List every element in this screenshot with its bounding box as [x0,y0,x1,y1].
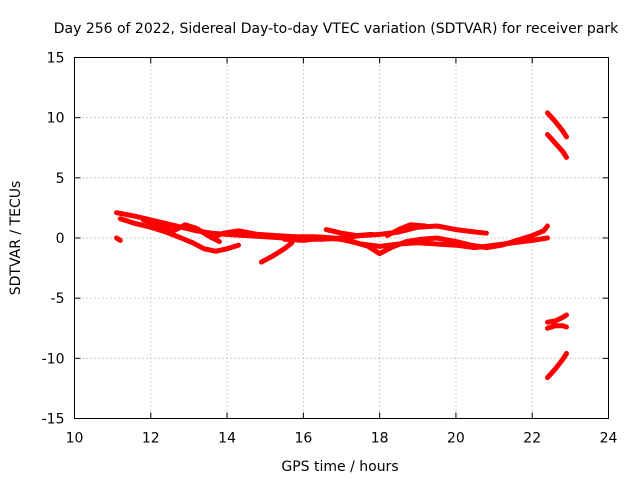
x-tick-label: 20 [447,431,465,447]
x-axis-label: GPS time / hours [281,459,398,475]
series-layer [114,110,569,381]
series-arc-f [258,240,295,265]
series-arc-g [281,235,550,251]
x-tick-label: 14 [218,431,236,447]
series-arc-d [140,217,222,245]
x-tick-label: 24 [600,431,618,447]
y-tick-label: -10 [42,351,65,367]
series-arc-a [114,235,123,243]
x-tick-label: 22 [523,431,541,447]
series-arc-l [545,312,569,325]
x-tick-label: 16 [294,431,312,447]
y-tick-label: 10 [47,111,65,127]
x-tick-label: 10 [66,431,84,447]
y-tick-label: -15 [42,412,65,428]
y-axis-label: SDTVAR / TECUs [8,181,24,296]
series-arc-c [117,216,241,254]
chart-title: Day 256 of 2022, Sidereal Day-to-day VTE… [54,21,619,37]
y-tick-label: 15 [47,51,65,67]
x-tick-label: 12 [142,431,160,447]
series-arc-i [384,222,428,239]
y-tick-label: -5 [51,291,65,307]
tick-layer: 10 12 14 16 18 20 22 24 -15 -10 -5 0 5 10 15 [42,51,618,447]
series-arc-k [545,132,569,160]
series-arc-n [545,351,569,381]
series-arc-m [545,323,569,331]
x-tick-label: 18 [371,431,389,447]
y-tick-label: 0 [56,231,65,247]
series-arc-j [545,110,569,140]
series-arc-h [323,227,375,239]
y-tick-label: 5 [56,171,65,187]
